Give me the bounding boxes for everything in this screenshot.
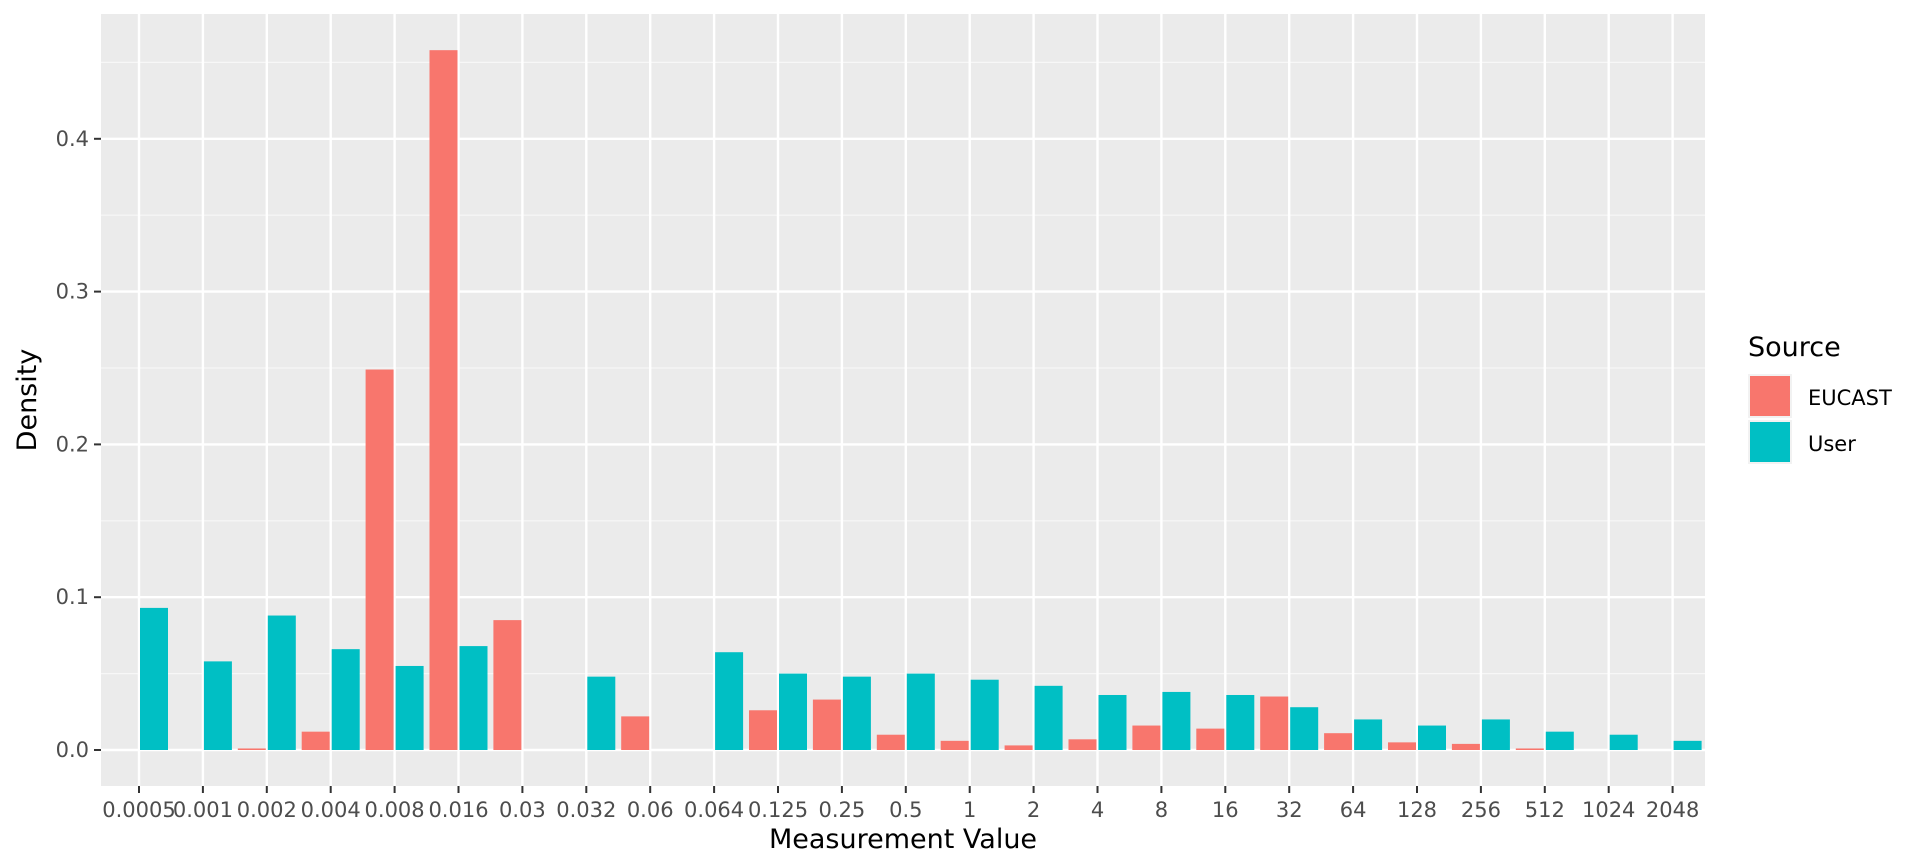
bar-user-1024 [1609,734,1638,750]
x-tick-label: 512 [1525,798,1565,822]
bar-eucast-128 [1388,742,1416,750]
bars [140,50,1702,750]
bar-eucast-0.008 [365,369,394,750]
bar-eucast-0.06 [621,716,650,750]
legend-title: Source [1748,332,1841,363]
bar-user-0.25 [842,676,871,750]
bar-user-1 [970,679,999,750]
bar-user-0.125 [779,673,807,750]
bar-eucast-8 [1132,725,1161,750]
y-tick-label: 0.0 [56,738,89,762]
x-tick-label: 32 [1276,798,1303,822]
x-tick-label: 0.032 [556,798,616,822]
bar-eucast-32 [1260,696,1289,750]
bar-eucast-0.25 [812,699,841,750]
bar-user-8 [1162,691,1191,750]
x-tick-label: 0.008 [365,798,425,822]
bar-eucast-512 [1515,748,1544,750]
bar-eucast-0.016 [429,50,458,750]
bar-eucast-0.004 [301,731,330,750]
x-tick-label: 0.001 [173,798,233,822]
bar-user-256 [1481,719,1510,750]
bar-user-0.008 [395,665,424,750]
bar-user-0.032 [587,676,616,750]
bar-user-128 [1418,725,1446,750]
x-tick-label: 0.016 [428,798,488,822]
x-tick-label: 64 [1340,798,1367,822]
x-tick-label: 0.125 [748,798,808,822]
x-tick-label: 0.5 [889,798,922,822]
x-tick-label: 16 [1212,798,1239,822]
x-tick-label: 0.004 [301,798,361,822]
x-tick-label: 2 [1027,798,1040,822]
x-tick-label: 0.03 [499,798,546,822]
bar-user-0.016 [459,646,488,750]
bar-eucast-256 [1451,743,1480,750]
y-axis: 0.0 0.1 0.2 0.3 0.4 [56,127,101,762]
bar-eucast-64 [1324,733,1353,750]
legend-label-eucast: EUCAST [1808,386,1892,410]
bar-user-2 [1034,685,1063,750]
x-tick-label: 1024 [1582,798,1635,822]
x-tick-label: 256 [1461,798,1501,822]
bar-eucast-0.002 [237,748,266,750]
bar-user-64 [1354,719,1383,750]
bar-user-0.064 [715,652,744,750]
bar-user-16 [1226,694,1255,750]
bar-eucast-4 [1068,739,1097,750]
bar-user-4 [1098,694,1127,750]
x-tick-label: 8 [1155,798,1168,822]
x-tick-label: 4 [1091,798,1104,822]
bar-eucast-1 [940,740,969,750]
bar-eucast-0.03 [493,620,522,750]
legend-swatch-eucast [1750,376,1790,416]
y-tick-label: 0.4 [56,127,89,151]
y-axis-title: Density [12,349,43,452]
bar-user-0.004 [331,649,360,750]
x-tick-label: 0.064 [684,798,744,822]
bar-eucast-2 [1004,745,1033,750]
bar-eucast-0.125 [749,710,777,750]
x-tick-label: 2048 [1646,798,1699,822]
legend-label-user: User [1808,432,1856,456]
bar-user-32 [1290,707,1319,750]
x-tick-label: 0.25 [819,798,866,822]
legend: Source EUCAST User [1748,332,1892,464]
bar-user-512 [1545,731,1574,750]
bar-user-2048 [1673,740,1702,750]
y-tick-label: 0.1 [56,585,89,609]
bar-eucast-16 [1196,728,1225,750]
x-tick-label: 0.0005 [102,798,175,822]
bar-user-0.0005 [140,607,168,750]
legend-swatch-user [1750,422,1790,462]
x-tick-label: 1 [963,798,976,822]
bar-user-0.002 [267,615,296,750]
y-tick-label: 0.3 [56,280,89,304]
x-tick-label: 0.06 [627,798,674,822]
x-tick-label: 128 [1397,798,1437,822]
x-axis-title: Measurement Value [769,824,1037,855]
y-tick-label: 0.2 [56,432,89,456]
bar-eucast-0.5 [876,734,905,750]
x-tick-label: 0.002 [237,798,297,822]
bar-user-0.5 [906,673,935,750]
bar-user-0.001 [203,661,232,750]
